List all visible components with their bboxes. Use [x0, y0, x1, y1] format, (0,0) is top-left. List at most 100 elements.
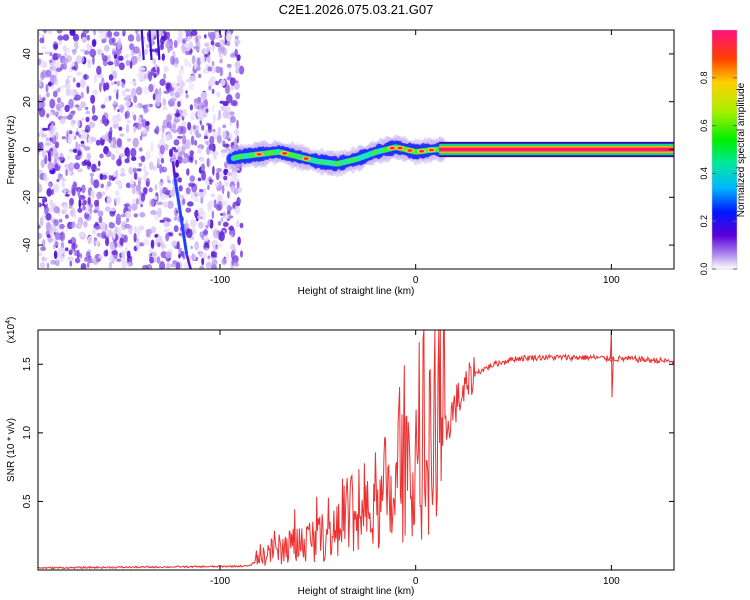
noise-speck	[57, 158, 61, 167]
noise-speck	[97, 30, 105, 34]
noise-speck	[61, 136, 66, 140]
noise-speck	[112, 114, 118, 125]
colorbar-tick-label: 0.8	[699, 72, 709, 85]
diagonal-streak-tail	[185, 254, 192, 269]
noise-speck	[71, 119, 77, 125]
noise-speck	[228, 226, 235, 232]
noise-speck	[105, 119, 110, 125]
snr-spike	[609, 330, 614, 398]
noise-speck	[207, 185, 210, 190]
noise-speck	[42, 150, 46, 159]
noise-speck	[99, 153, 104, 159]
snr-series-line	[38, 330, 674, 570]
noise-speck	[106, 195, 112, 205]
noise-speck	[76, 106, 83, 111]
noise-speck	[187, 201, 194, 207]
noise-speck	[86, 160, 92, 170]
noise-speck	[161, 32, 165, 37]
noise-speck	[226, 172, 233, 177]
noise-speck	[86, 85, 90, 95]
noise-speck	[142, 264, 149, 269]
noise-speck	[211, 259, 218, 266]
noise-speck	[74, 40, 79, 50]
noise-speck	[150, 68, 155, 76]
noise-speck	[122, 261, 129, 266]
y-tick-label: -40	[22, 237, 33, 252]
noise-speck	[135, 30, 139, 35]
noise-speck	[125, 88, 131, 92]
spectrogram-x-axis: -100 0 100	[210, 30, 620, 286]
noise-speck	[198, 73, 202, 79]
noise-speck	[132, 137, 139, 148]
noise-speck	[47, 151, 51, 158]
noise-speck	[136, 73, 140, 77]
noise-speck	[85, 251, 91, 260]
noise-speck	[49, 59, 53, 63]
noise-speck	[39, 37, 45, 44]
noise-speck	[222, 210, 227, 219]
noise-speck	[62, 44, 67, 53]
noise-speck	[121, 89, 126, 97]
noise-speck	[51, 69, 57, 74]
noise-speck	[38, 81, 42, 87]
colorbar-tick-label: 0.2	[699, 215, 709, 228]
noise-speck	[138, 67, 146, 71]
y-tick-label: 0	[22, 146, 33, 152]
noise-speck	[174, 207, 179, 217]
noise-speck	[135, 184, 142, 192]
noise-speck	[211, 88, 215, 95]
noise-speck	[100, 183, 105, 189]
noise-speck	[92, 104, 96, 115]
noise-speck	[150, 30, 157, 38]
noise-speck	[66, 47, 71, 54]
svg-text:(x104): (x104)	[5, 317, 17, 344]
noise-speck	[197, 177, 202, 182]
noise-speck	[199, 55, 206, 64]
noise-speck	[135, 198, 139, 205]
noise-speck	[148, 187, 153, 193]
noise-speck	[57, 35, 64, 41]
noise-speck	[233, 262, 240, 267]
noise-speck	[149, 256, 155, 264]
noise-speck	[86, 42, 90, 51]
noise-speck	[201, 257, 205, 266]
noise-speck	[221, 150, 226, 158]
noise-speck	[182, 198, 186, 205]
noise-speck	[94, 237, 98, 241]
noise-speck	[221, 184, 225, 195]
noise-speck	[96, 232, 102, 237]
noise-speck	[231, 257, 235, 266]
noise-speck	[105, 236, 110, 247]
noise-speck	[183, 43, 189, 48]
noise-speck	[93, 30, 97, 36]
noise-speck	[126, 218, 129, 223]
noise-speck	[198, 147, 203, 154]
noise-speck	[215, 171, 220, 181]
noise-speck	[135, 86, 143, 96]
noise-speck	[192, 254, 197, 261]
noise-speck	[199, 265, 205, 269]
noise-speck	[159, 164, 163, 174]
noise-speck	[234, 35, 239, 40]
noise-speck	[215, 80, 220, 86]
noise-speck	[96, 65, 102, 76]
y-tick-label: 0.5	[22, 494, 33, 508]
noise-speck	[207, 46, 211, 50]
noise-speck	[49, 98, 56, 109]
noise-speck	[236, 180, 240, 190]
noise-speck	[207, 54, 211, 64]
noise-speck	[123, 234, 128, 243]
noise-speck	[234, 205, 241, 215]
noise-speck	[38, 143, 42, 153]
noise-speck	[61, 181, 65, 188]
noise-speck	[125, 225, 132, 229]
noise-speck	[60, 241, 65, 249]
noise-speck	[188, 49, 193, 56]
noise-speck	[133, 56, 138, 64]
noise-speck	[217, 200, 223, 211]
noise-speck	[165, 135, 170, 142]
noise-speck	[52, 183, 60, 193]
noise-speck	[70, 237, 77, 246]
noise-speck	[109, 241, 115, 250]
noise-speck	[45, 213, 52, 221]
